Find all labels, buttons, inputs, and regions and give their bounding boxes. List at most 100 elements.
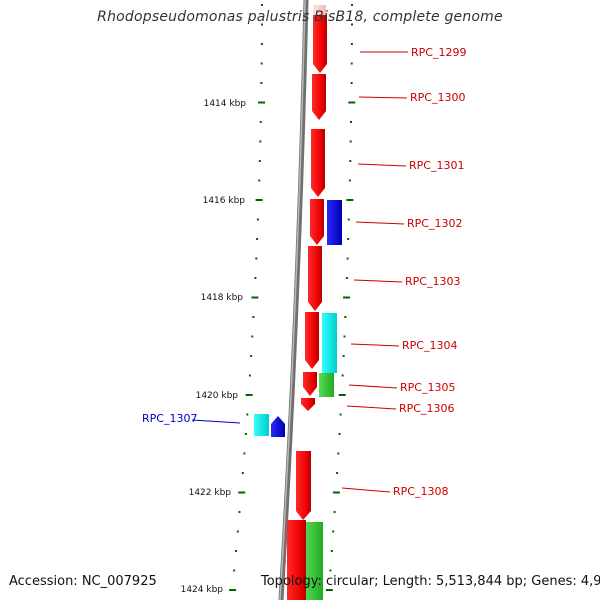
gene-arrow-rpc-1299[interactable] [313, 15, 327, 73]
tick-mark [252, 316, 255, 318]
genome-summary-text: Topology: circular; Length: 5,513,844 bp… [261, 574, 600, 589]
tick-column-right [325, 4, 356, 591]
gene-label-rpc-1302[interactable]: RPC_1302 [407, 217, 462, 230]
gene-label-rpc-1308[interactable]: RPC_1308 [393, 485, 448, 498]
tick-mark [351, 23, 353, 26]
genome-backbone-highlight [279, 0, 306, 600]
leader-rpc-1307 [191, 419, 241, 424]
tick-mark [333, 511, 336, 513]
gene-arrow-rpc-1302[interactable] [310, 199, 324, 245]
gene-label-rpc-1303[interactable]: RPC_1303 [405, 275, 460, 288]
tick-mark [238, 511, 241, 513]
blue-block-rpc-1302[interactable] [327, 200, 342, 245]
tick-mark [229, 589, 237, 591]
tick-mark [330, 550, 333, 552]
gene-arrow-rpc-1305[interactable] [303, 372, 317, 396]
gene-arrow-rpc-1300[interactable] [312, 74, 326, 120]
tick-mark [256, 218, 259, 221]
page-title: Rhodopseudomonas palustris BisB18, compl… [97, 9, 503, 25]
tick-mark [332, 491, 340, 494]
tick-mark [325, 589, 333, 591]
tick-mark [260, 43, 263, 45]
tick-mark [348, 179, 351, 182]
tick-mark [235, 550, 237, 552]
tick-mark [341, 374, 344, 377]
tick-mark [349, 160, 352, 162]
axis-label-1420: 1420 kbp [196, 391, 239, 401]
tick-mark [345, 277, 348, 279]
leader-rpc-1304 [350, 343, 400, 347]
tick-mark [332, 530, 335, 533]
gene-arrow-rpc-1301[interactable] [311, 129, 325, 197]
tick-mark [238, 491, 246, 494]
tick-mark [258, 160, 261, 162]
tick-mark [350, 43, 353, 45]
tick-mark [347, 238, 350, 240]
feature-blocks [254, 5, 337, 600]
gene-arrow-rpc-1304[interactable] [305, 312, 319, 369]
gene-label-rpc-1305[interactable]: RPC_1305 [400, 381, 455, 394]
gene-label-rpc-1301[interactable]: RPC_1301 [409, 159, 464, 172]
tick-mark [260, 62, 263, 65]
gene-label-rpc-1300[interactable]: RPC_1300 [410, 91, 465, 104]
label-leaders [191, 51, 408, 493]
gene-label-rpc-1299[interactable]: RPC_1299 [411, 46, 466, 59]
gene-arrow-rpc-1307[interactable] [271, 416, 285, 437]
tick-mark [343, 335, 346, 338]
tick-mark [350, 121, 352, 123]
gene-labels: RPC_1299 RPC_1300 RPC_1301 RPC_1302 RPC_… [142, 46, 466, 498]
tick-mark [337, 452, 340, 455]
tick-mark [338, 394, 346, 396]
tick-mark [349, 140, 352, 143]
tick-mark [251, 335, 254, 338]
tick-mark [251, 296, 259, 299]
tick-mark [261, 4, 263, 6]
leader-rpc-1300 [358, 96, 408, 99]
tick-mark [255, 199, 263, 201]
green-feature-1305 [319, 373, 334, 397]
accession-text: Accession: NC_007925 [9, 574, 157, 589]
tick-mark [329, 569, 332, 572]
tick-mark [350, 62, 353, 65]
tick-mark [258, 179, 261, 182]
gene-arrows [271, 15, 342, 600]
gene-arrow-bottom[interactable] [287, 520, 306, 600]
leader-rpc-1301 [357, 163, 407, 167]
tick-mark [250, 355, 253, 357]
axis-label-1422: 1422 kbp [189, 488, 232, 498]
leader-rpc-1308 [341, 487, 391, 493]
leader-rpc-1302 [355, 221, 405, 225]
gene-arrow-rpc-1306[interactable] [301, 398, 315, 411]
axis-labels: 1414 kbp 1416 kbp 1418 kbp 1420 kbp 1422… [181, 99, 247, 595]
tick-mark [233, 569, 236, 572]
gene-arrow-rpc-1303[interactable] [308, 246, 322, 311]
tick-mark [347, 218, 350, 221]
cyan-feature-1304 [322, 313, 337, 373]
tick-mark [346, 199, 354, 201]
tick-mark [339, 413, 342, 416]
tick-mark [259, 121, 262, 123]
tick-mark [350, 82, 353, 84]
tick-mark [243, 452, 246, 455]
green-feature-1308 [304, 522, 323, 600]
cyan-feature-1307 [254, 414, 269, 436]
axis-label-1416: 1416 kbp [203, 196, 246, 206]
genome-backbone [278, 0, 309, 600]
gene-label-rpc-1307[interactable]: RPC_1307 [142, 412, 197, 425]
gene-label-rpc-1306[interactable]: RPC_1306 [399, 402, 454, 415]
tick-mark [348, 101, 356, 104]
axis-label-1418: 1418 kbp [201, 293, 244, 303]
tick-mark [256, 238, 259, 240]
tick-mark [261, 23, 263, 26]
tick-mark [351, 4, 353, 6]
leader-rpc-1305 [348, 384, 398, 389]
tick-mark [260, 82, 263, 84]
gene-label-rpc-1304[interactable]: RPC_1304 [402, 339, 457, 352]
tick-mark [342, 355, 345, 357]
tick-column-left [229, 4, 266, 591]
tick-mark [254, 277, 257, 279]
gene-arrow-rpc-1308[interactable] [296, 451, 311, 520]
tick-mark [246, 413, 249, 416]
tick-mark [344, 316, 347, 318]
